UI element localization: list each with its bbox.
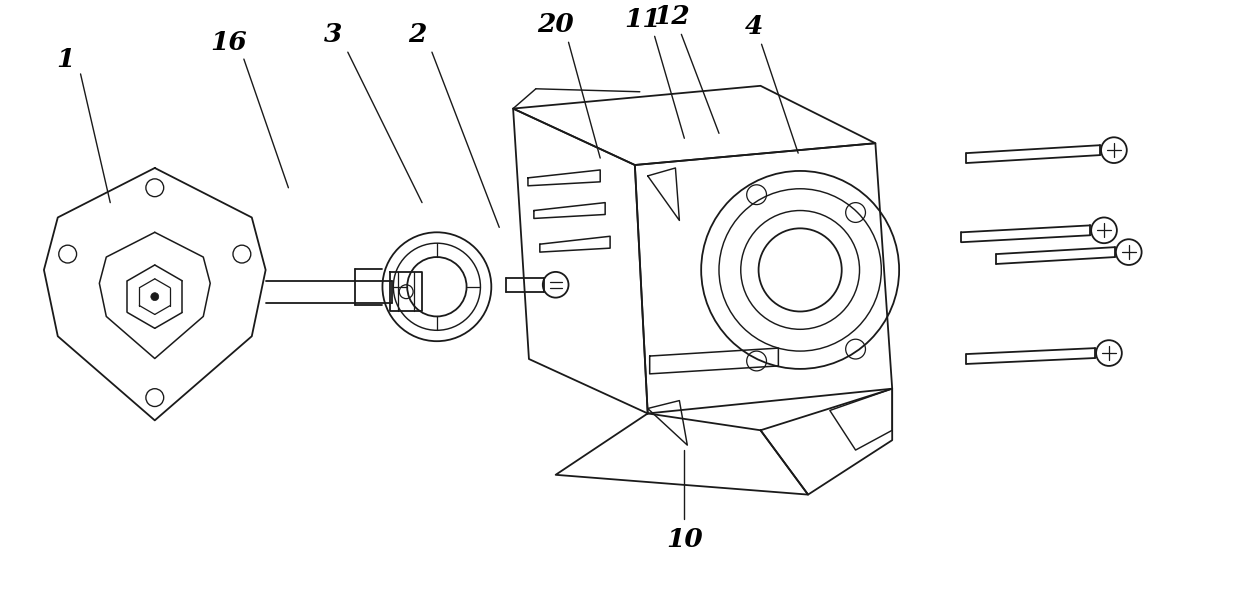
Text: 12: 12 bbox=[653, 4, 689, 29]
Text: 4: 4 bbox=[744, 14, 763, 39]
Text: 3: 3 bbox=[324, 22, 342, 47]
Text: 11: 11 bbox=[625, 7, 661, 32]
Text: 10: 10 bbox=[666, 527, 703, 551]
Text: 1: 1 bbox=[57, 47, 74, 72]
Text: 2: 2 bbox=[408, 22, 427, 47]
Circle shape bbox=[151, 293, 159, 301]
Text: 16: 16 bbox=[211, 30, 248, 55]
Text: 20: 20 bbox=[537, 12, 574, 37]
